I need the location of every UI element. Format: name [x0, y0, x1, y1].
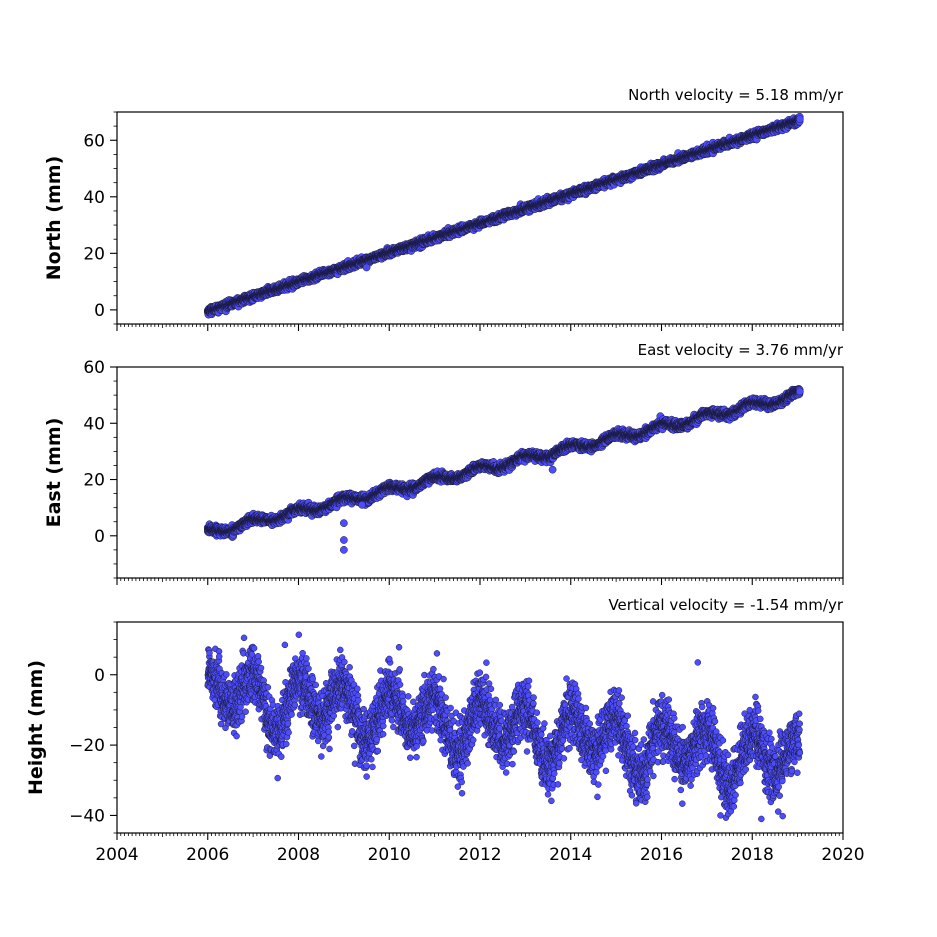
panels: 0 20 40 60 North (mm) North velocity = 5.18 m…: [25, 86, 865, 865]
north-x-ticks: [116, 324, 844, 331]
outlier-point: [362, 263, 371, 272]
y-tick-label: 20: [83, 244, 105, 264]
north-points: [203, 112, 804, 319]
y-tick-label: 0: [94, 301, 105, 321]
data-point: [795, 115, 804, 124]
east-points: [203, 385, 804, 554]
y-tick-label: 60: [83, 131, 105, 151]
north-velocity-title: North velocity = 5.18 mm/yr: [628, 86, 844, 104]
north-y-ticks: 0 20 40 60: [83, 111, 117, 325]
y-tick-label: 40: [83, 188, 105, 208]
north-panel: 0 20 40 60 North (mm) North velocity = 5.18 m…: [43, 86, 844, 331]
north-y-axis-label: North (mm): [43, 156, 65, 281]
